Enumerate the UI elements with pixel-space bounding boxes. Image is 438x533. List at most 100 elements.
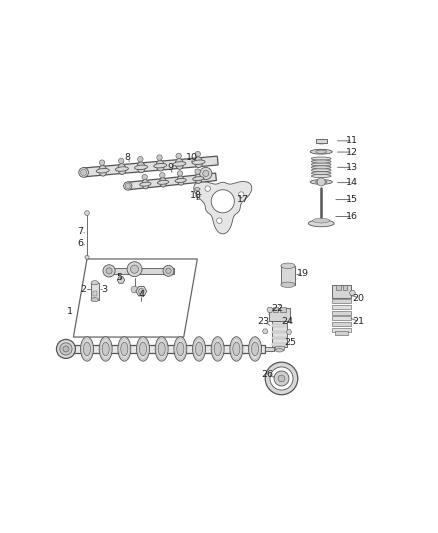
Ellipse shape xyxy=(134,165,148,169)
Ellipse shape xyxy=(230,337,243,361)
Ellipse shape xyxy=(99,337,112,361)
Ellipse shape xyxy=(84,342,91,356)
Polygon shape xyxy=(267,307,273,312)
Ellipse shape xyxy=(214,342,221,356)
Bar xyxy=(273,307,279,312)
Circle shape xyxy=(163,265,174,276)
Ellipse shape xyxy=(310,149,332,154)
Circle shape xyxy=(85,255,89,260)
Circle shape xyxy=(278,375,285,382)
Text: 7: 7 xyxy=(77,228,83,236)
Polygon shape xyxy=(194,182,252,234)
Text: 8: 8 xyxy=(125,154,131,163)
Polygon shape xyxy=(262,329,268,334)
Ellipse shape xyxy=(91,297,99,302)
Ellipse shape xyxy=(233,342,240,356)
Ellipse shape xyxy=(311,163,331,166)
Circle shape xyxy=(138,157,143,162)
Text: 22: 22 xyxy=(271,304,283,313)
Text: 18: 18 xyxy=(190,191,201,200)
Ellipse shape xyxy=(173,161,186,166)
Bar xyxy=(332,305,351,309)
Ellipse shape xyxy=(313,218,330,223)
Ellipse shape xyxy=(308,220,334,227)
Bar xyxy=(332,317,351,320)
Circle shape xyxy=(63,346,69,352)
Ellipse shape xyxy=(81,337,93,361)
Circle shape xyxy=(159,173,165,178)
Circle shape xyxy=(157,155,162,160)
Bar xyxy=(336,332,348,335)
Text: 12: 12 xyxy=(346,148,358,157)
Circle shape xyxy=(118,158,124,164)
Ellipse shape xyxy=(140,182,151,186)
Ellipse shape xyxy=(156,160,164,171)
Ellipse shape xyxy=(311,174,331,177)
Text: 4: 4 xyxy=(138,290,144,299)
Bar xyxy=(272,337,287,340)
Polygon shape xyxy=(83,156,218,177)
Text: 20: 20 xyxy=(353,294,364,303)
Ellipse shape xyxy=(139,342,147,356)
Ellipse shape xyxy=(195,174,202,183)
Ellipse shape xyxy=(154,164,167,168)
Ellipse shape xyxy=(281,282,295,287)
Ellipse shape xyxy=(99,165,107,176)
Ellipse shape xyxy=(194,188,200,190)
Ellipse shape xyxy=(193,337,205,361)
Ellipse shape xyxy=(193,176,204,181)
Text: 5: 5 xyxy=(116,273,122,282)
Ellipse shape xyxy=(96,168,109,173)
Circle shape xyxy=(60,343,72,355)
Circle shape xyxy=(127,262,142,277)
Ellipse shape xyxy=(310,180,332,184)
Text: 2: 2 xyxy=(81,285,87,294)
Text: 26: 26 xyxy=(261,370,273,379)
Circle shape xyxy=(195,169,200,174)
Text: 9: 9 xyxy=(167,163,173,172)
Ellipse shape xyxy=(175,179,186,182)
Bar xyxy=(268,308,290,321)
Polygon shape xyxy=(350,290,356,296)
Text: 3: 3 xyxy=(101,285,107,294)
Text: 23: 23 xyxy=(258,317,269,326)
Ellipse shape xyxy=(160,177,166,187)
Circle shape xyxy=(317,178,325,186)
Ellipse shape xyxy=(177,176,184,185)
Circle shape xyxy=(138,288,144,294)
Circle shape xyxy=(205,186,210,191)
Ellipse shape xyxy=(102,342,109,356)
Bar xyxy=(276,345,283,350)
Bar xyxy=(272,343,287,345)
Text: 21: 21 xyxy=(353,317,364,326)
Ellipse shape xyxy=(116,167,128,171)
Bar xyxy=(68,345,265,353)
Ellipse shape xyxy=(195,342,202,356)
Polygon shape xyxy=(127,173,216,190)
Ellipse shape xyxy=(174,337,187,361)
Circle shape xyxy=(217,218,222,223)
Text: 25: 25 xyxy=(285,337,297,346)
Ellipse shape xyxy=(91,281,99,285)
Polygon shape xyxy=(117,277,125,283)
Bar xyxy=(332,285,351,298)
Ellipse shape xyxy=(137,337,149,361)
Bar xyxy=(332,328,351,332)
Bar xyxy=(104,268,173,273)
Circle shape xyxy=(200,167,212,180)
Circle shape xyxy=(270,367,293,390)
Circle shape xyxy=(166,268,171,273)
Circle shape xyxy=(131,265,138,273)
Circle shape xyxy=(274,371,289,386)
Ellipse shape xyxy=(118,164,126,174)
Text: 11: 11 xyxy=(346,136,358,146)
Circle shape xyxy=(176,153,181,158)
Circle shape xyxy=(142,174,147,180)
Text: 17: 17 xyxy=(237,195,249,204)
Ellipse shape xyxy=(121,342,128,356)
Bar xyxy=(332,322,351,326)
Circle shape xyxy=(239,192,244,197)
Text: 10: 10 xyxy=(186,154,198,163)
Circle shape xyxy=(85,211,89,215)
Circle shape xyxy=(265,362,298,395)
